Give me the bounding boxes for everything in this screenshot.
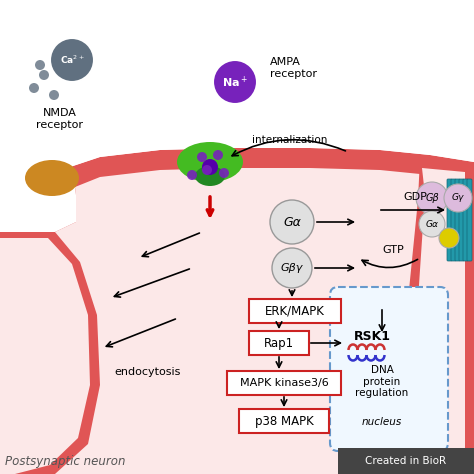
FancyArrowPatch shape <box>232 140 346 156</box>
Circle shape <box>202 165 212 175</box>
Circle shape <box>419 211 445 237</box>
Circle shape <box>213 60 257 104</box>
Text: Gβγ: Gβγ <box>281 263 303 273</box>
Ellipse shape <box>177 142 243 182</box>
Text: p38 MAPK: p38 MAPK <box>255 414 313 428</box>
FancyBboxPatch shape <box>467 179 472 261</box>
Text: endocytosis: endocytosis <box>115 367 181 377</box>
Circle shape <box>50 38 94 82</box>
Text: ERK/MAPK: ERK/MAPK <box>265 304 325 318</box>
Text: internalization: internalization <box>252 135 328 145</box>
Polygon shape <box>0 232 100 474</box>
FancyBboxPatch shape <box>249 299 341 323</box>
Polygon shape <box>405 158 474 474</box>
FancyBboxPatch shape <box>239 409 329 433</box>
Circle shape <box>35 60 45 70</box>
Polygon shape <box>0 0 76 232</box>
FancyBboxPatch shape <box>459 179 464 261</box>
Text: Na$^+$: Na$^+$ <box>222 74 248 90</box>
Polygon shape <box>415 168 465 474</box>
Polygon shape <box>0 148 474 474</box>
Circle shape <box>29 83 39 93</box>
Polygon shape <box>0 148 474 235</box>
Polygon shape <box>0 238 90 474</box>
Circle shape <box>416 182 448 214</box>
Circle shape <box>49 90 59 100</box>
FancyBboxPatch shape <box>330 287 448 451</box>
FancyArrowPatch shape <box>362 259 418 267</box>
Text: GTP: GTP <box>382 245 404 255</box>
Circle shape <box>202 159 218 175</box>
Text: Gγ: Gγ <box>452 193 464 202</box>
Text: Ca$^{2+}$: Ca$^{2+}$ <box>60 54 84 66</box>
FancyBboxPatch shape <box>455 179 460 261</box>
FancyBboxPatch shape <box>227 371 341 395</box>
Text: Rap1: Rap1 <box>264 337 294 349</box>
Text: DNA
protein
regulation: DNA protein regulation <box>356 365 409 398</box>
Polygon shape <box>0 172 65 224</box>
Circle shape <box>197 152 207 162</box>
FancyBboxPatch shape <box>249 331 309 355</box>
Text: AMPA
receptor: AMPA receptor <box>270 57 317 79</box>
Text: MAPK kinase3/6: MAPK kinase3/6 <box>240 378 328 388</box>
Text: Gα: Gα <box>283 216 301 228</box>
Circle shape <box>213 150 223 160</box>
Text: Created in BioR: Created in BioR <box>365 456 447 466</box>
Circle shape <box>444 184 472 212</box>
Bar <box>338 448 474 474</box>
Circle shape <box>187 170 197 180</box>
Polygon shape <box>0 155 76 232</box>
Circle shape <box>439 228 459 248</box>
Text: Gβ: Gβ <box>425 193 439 203</box>
Text: GDP: GDP <box>403 192 427 202</box>
FancyBboxPatch shape <box>447 179 452 261</box>
Polygon shape <box>0 0 474 210</box>
Text: Gα: Gα <box>426 219 438 228</box>
Circle shape <box>219 168 229 178</box>
Circle shape <box>57 60 67 70</box>
Text: RSK1: RSK1 <box>354 329 391 343</box>
Text: Postsynaptic neuron: Postsynaptic neuron <box>5 456 126 468</box>
Text: nucleus: nucleus <box>362 417 402 427</box>
Circle shape <box>39 70 49 80</box>
Ellipse shape <box>25 160 79 196</box>
Circle shape <box>272 248 312 288</box>
Ellipse shape <box>195 166 225 186</box>
Text: NMDA
receptor: NMDA receptor <box>36 108 83 129</box>
Circle shape <box>270 200 314 244</box>
FancyBboxPatch shape <box>463 179 468 261</box>
FancyBboxPatch shape <box>451 179 456 261</box>
